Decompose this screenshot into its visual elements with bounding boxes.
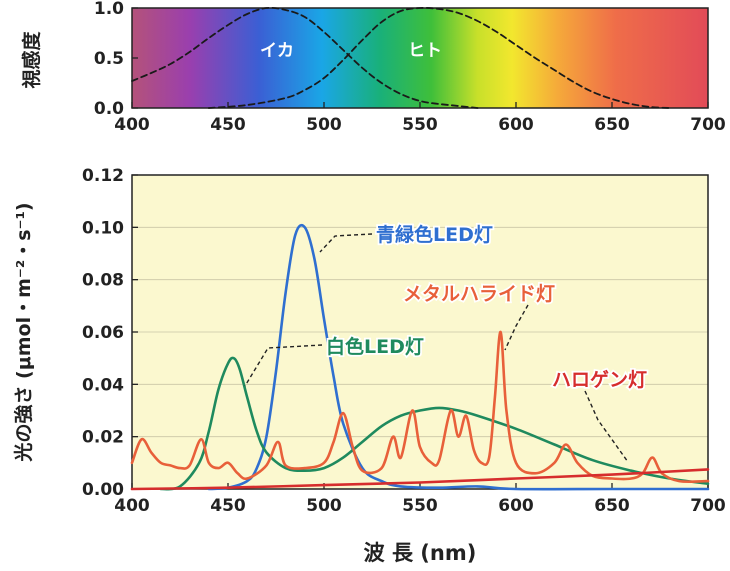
bottom-y-tick-label: 0.00 bbox=[82, 480, 124, 500]
bottom-y-tick-label: 0.06 bbox=[82, 323, 124, 343]
bottom-x-axis-label: 波 長 (nm) bbox=[364, 541, 477, 565]
top-x-tick-label: 700 bbox=[690, 115, 726, 135]
bottom-y-tick-label: 0.08 bbox=[82, 271, 124, 291]
bottom-x-tick-label: 700 bbox=[690, 496, 726, 516]
callout-line-metal-halide bbox=[504, 304, 529, 351]
callout-halogen: ハロゲン灯 bbox=[552, 369, 647, 391]
bottom-x-tick-label: 400 bbox=[114, 496, 150, 516]
bottom-series bbox=[130, 223, 710, 491]
bottom-x-tick-label: 450 bbox=[210, 496, 246, 516]
top-y-tick-label: 1.0 bbox=[94, 0, 124, 19]
bottom-y-ticks: 0.00 0.02 0.04 0.06 0.08 0.10 0.12 bbox=[82, 166, 138, 500]
bottom-y-tick-label: 0.02 bbox=[82, 428, 124, 448]
top-y-ticks: 0.0 0.5 1.0 bbox=[94, 0, 138, 119]
top-y-axis-label: 視感度 bbox=[20, 31, 43, 90]
top-series bbox=[131, 6, 671, 109]
callout-line-halogen bbox=[584, 390, 629, 463]
top-x-tick-label: 650 bbox=[594, 115, 630, 135]
top-x-ticks: 400 450 500 550 600 650 700 bbox=[114, 102, 726, 135]
callout-metal-halide: メタルハライド灯 bbox=[403, 283, 555, 305]
bottom-y-tick-label: 0.12 bbox=[82, 166, 124, 186]
bottom-series-line-0 bbox=[207, 223, 710, 491]
bottom-series-line-3 bbox=[130, 468, 710, 491]
bottom-y-tick-label: 0.04 bbox=[82, 375, 124, 395]
series-label-squid: イカ bbox=[260, 41, 294, 61]
top-x-tick-label: 400 bbox=[114, 115, 150, 135]
bottom-series-line-1 bbox=[159, 356, 710, 491]
top-x-tick-label: 450 bbox=[210, 115, 246, 135]
bottom-x-ticks: 400 450 500 550 600 650 700 bbox=[114, 483, 726, 516]
top-x-tick-label: 600 bbox=[498, 115, 534, 135]
top-y-tick-label: 0.0 bbox=[94, 99, 124, 119]
callout-white-led: 白色LED灯 bbox=[326, 335, 424, 358]
top-series-line-1 bbox=[207, 7, 671, 109]
top-panel: 視感度 0.0 0.5 1.0 400 450 500 550 600 650 700 イカ ヒ… bbox=[20, 0, 726, 135]
bottom-y-axis-label: 光の強さ (μmol・m⁻²・s⁻¹) bbox=[12, 202, 35, 462]
series-label-human: ヒト bbox=[408, 41, 442, 61]
bottom-x-tick-label: 650 bbox=[594, 496, 630, 516]
bottom-x-tick-label: 550 bbox=[402, 496, 438, 516]
bottom-panel: 光の強さ (μmol・m⁻²・s⁻¹) 波 長 (nm) 0.000.020.0… bbox=[12, 166, 726, 565]
bottom-x-tick-label: 600 bbox=[498, 496, 534, 516]
bottom-x-tick-label: 500 bbox=[306, 496, 342, 516]
top-x-tick-label: 500 bbox=[306, 115, 342, 135]
bottom-grid bbox=[132, 226, 708, 438]
callout-line-cyan-led bbox=[319, 233, 373, 253]
bottom-y-tick-label: 0.10 bbox=[82, 218, 124, 238]
top-y-tick-label: 0.5 bbox=[94, 49, 124, 69]
bottom-series-line-2 bbox=[130, 330, 710, 484]
top-x-tick-label: 550 bbox=[402, 115, 438, 135]
top-series-line-0 bbox=[131, 6, 479, 109]
callout-cyan-led: 青緑色LED灯 bbox=[376, 223, 493, 246]
